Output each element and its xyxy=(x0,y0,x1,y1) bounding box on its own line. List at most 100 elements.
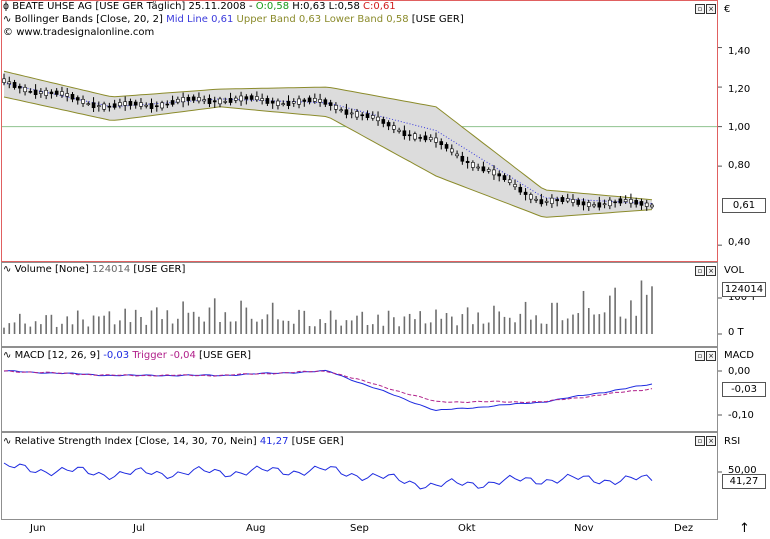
close-icon[interactable]: × xyxy=(706,351,716,361)
candle-body xyxy=(529,194,533,200)
candle-body xyxy=(355,111,359,118)
candle-body xyxy=(123,101,127,106)
close-icon[interactable]: × xyxy=(706,4,716,14)
candle-body xyxy=(534,198,538,201)
volume-bar xyxy=(603,312,606,334)
candle-body xyxy=(181,97,185,103)
price-chart-svg xyxy=(2,47,722,246)
volume-bar xyxy=(292,323,295,334)
bollinger-mid: Mid Line 0,61 xyxy=(166,14,234,25)
candle-body xyxy=(270,100,275,104)
volume-bar xyxy=(335,319,337,334)
candle-body xyxy=(139,102,143,107)
y-tick-label: 0 T xyxy=(728,327,744,338)
volume-bar xyxy=(630,300,632,334)
trigger-line xyxy=(4,370,653,404)
volume-pane-controls: ▫ × xyxy=(694,265,716,276)
volume-bar xyxy=(493,305,495,334)
rsi-plot-area[interactable] xyxy=(1,432,718,520)
y-tick-label: -0,10 xyxy=(728,410,754,421)
candle-body xyxy=(160,102,164,109)
volume-bar xyxy=(350,320,353,334)
maximize-icon[interactable]: ▫ xyxy=(695,4,705,14)
candle-body xyxy=(197,97,201,102)
price-header: ф BEATE UHSE AG [USE GER Täglich] 25.11.… xyxy=(3,1,396,13)
candle-body xyxy=(212,100,217,103)
volume-bar xyxy=(308,326,311,334)
volume-bar xyxy=(487,322,490,334)
y-tick-label: 1,00 xyxy=(728,122,751,133)
volume-bar xyxy=(403,316,406,334)
volume-bar xyxy=(572,314,574,334)
candle-body xyxy=(407,134,412,137)
macd-pane: ∿ MACD [12, 26, 9] -0,03 Trigger -0,04 [… xyxy=(0,347,770,432)
candle-body xyxy=(518,186,523,193)
volume-bar xyxy=(466,307,469,334)
candle-body xyxy=(460,155,465,162)
candle-body xyxy=(497,173,502,177)
candle-body xyxy=(2,78,6,83)
candle-body xyxy=(507,179,512,183)
close-icon[interactable]: × xyxy=(706,436,716,446)
macd-plot-area[interactable] xyxy=(1,347,718,432)
candle-body xyxy=(523,191,528,195)
y-tick-label: 1,40 xyxy=(728,46,751,57)
candle-body xyxy=(370,115,375,119)
volume-bar xyxy=(161,319,163,334)
x-tick-okt: Okt xyxy=(458,523,476,534)
volume-bar xyxy=(245,307,248,334)
candle-body xyxy=(634,200,638,205)
close-icon[interactable]: × xyxy=(706,266,716,276)
volume-bar xyxy=(545,323,548,334)
volume-pane: ∿ Volume [None] 124014 [USE GER] ▫ × VOL … xyxy=(0,262,770,347)
candle-body xyxy=(418,137,422,139)
candle-body xyxy=(623,199,628,203)
candle-body xyxy=(471,162,475,168)
candle-body xyxy=(28,91,33,93)
macd-value: -0,03 xyxy=(103,350,130,361)
candle-body xyxy=(365,113,370,118)
y-tick-label: 1,20 xyxy=(728,84,751,95)
candle-body xyxy=(481,166,486,172)
volume-bar xyxy=(187,312,190,334)
macd-chart-svg xyxy=(3,369,722,416)
maximize-icon[interactable]: ▫ xyxy=(695,351,705,361)
candle-body xyxy=(118,102,122,107)
candle-body xyxy=(555,199,559,202)
macd-axis-label: MACD xyxy=(724,350,754,361)
volume-bar xyxy=(213,298,216,334)
volume-bar xyxy=(124,308,126,334)
maximize-icon[interactable]: ▫ xyxy=(695,436,705,446)
volume-bar xyxy=(319,319,321,334)
candle-body xyxy=(565,198,570,202)
rsi-title: Relative Strength Index [Close, 14, 30, … xyxy=(14,436,257,447)
candle-body xyxy=(486,169,491,172)
maximize-icon[interactable]: ▫ xyxy=(695,266,705,276)
volume-bar xyxy=(435,309,437,334)
volume-bar xyxy=(298,309,300,334)
volume-bar xyxy=(651,286,653,334)
candle-body xyxy=(207,98,212,104)
candle-body xyxy=(397,129,401,132)
candle-body xyxy=(502,175,507,181)
candle-body xyxy=(629,199,633,204)
candle-body xyxy=(639,201,644,206)
volume-bar xyxy=(103,315,105,334)
candle-body xyxy=(439,141,444,146)
rsi-header: ∿ Relative Strength Index [Close, 14, 30… xyxy=(3,436,344,448)
candle-body xyxy=(18,85,22,89)
candle-body xyxy=(544,200,549,203)
scroll-arrow-icon[interactable]: ↑ xyxy=(739,521,750,536)
y-tick-label: 0,00 xyxy=(728,366,751,377)
volume-bar xyxy=(640,280,643,334)
volume-bar xyxy=(561,320,564,334)
volume-bar xyxy=(503,316,506,334)
volume-bar xyxy=(582,290,585,334)
candle-body xyxy=(608,199,612,207)
volume-bar xyxy=(98,316,100,334)
volume-bar xyxy=(92,315,95,334)
high-value: H:0,63 xyxy=(292,1,326,12)
volume-bar xyxy=(129,322,132,334)
candle-body xyxy=(476,166,480,169)
candle-body xyxy=(91,102,96,109)
